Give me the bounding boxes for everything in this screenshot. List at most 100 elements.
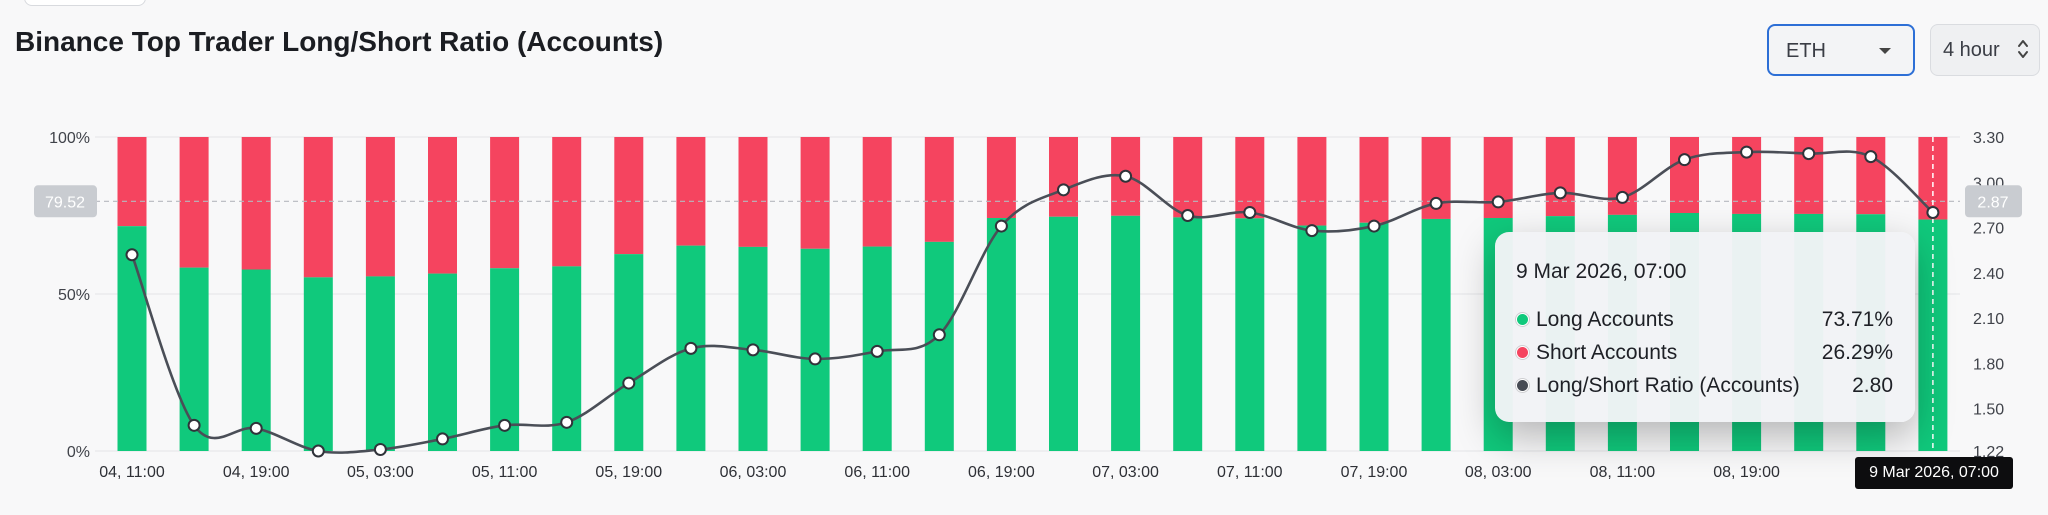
short-bar [1173, 137, 1203, 218]
crosshair-left-badge [34, 185, 97, 218]
ratio-point [1553, 186, 1567, 200]
x-tick-label: 08, 19:00 [1713, 464, 1780, 481]
short-bar [614, 137, 644, 255]
short-bar [428, 137, 457, 274]
tooltip-row-label: Long/Short Ratio (Accounts) [1536, 374, 1800, 397]
symbol-select[interactable]: ETH [1767, 24, 1915, 76]
short-bar [303, 137, 333, 278]
short-bar [117, 137, 147, 227]
long-bar [986, 218, 1016, 451]
ratio-point [808, 352, 822, 366]
x-tick-label: 07, 03:00 [1092, 464, 1159, 481]
tooltip-row-ratio: Long/Short Ratio (Accounts) 2.80 [1516, 374, 1893, 400]
ratio-point [1367, 219, 1381, 233]
short-bar [1049, 137, 1078, 217]
x-tick-label: 05, 03:00 [347, 464, 414, 481]
tooltip-title: 9 Mar 2026, 07:00 [1516, 260, 1687, 283]
x-tick-label: 05, 19:00 [595, 464, 662, 481]
caret-down-icon [1879, 48, 1891, 54]
y-right-tick-label: 2.70 [1973, 221, 2004, 238]
short-bar [924, 137, 954, 242]
ratio-point [1491, 195, 1505, 209]
long-legend-dot [1516, 313, 1529, 326]
x-tick-label: 08, 11:00 [1590, 464, 1656, 481]
short-legend-dot [1516, 346, 1529, 359]
ratio-point [311, 444, 325, 458]
x-tick-label: 04, 11:00 [99, 464, 165, 481]
long-bar [614, 254, 644, 451]
tooltip-row-label: Long Accounts [1536, 308, 1674, 331]
ratio-point [1864, 150, 1878, 164]
tooltip-row-long: Long Accounts 73.71% [1516, 308, 1893, 334]
interval-select[interactable]: 4 hour [1930, 24, 2040, 76]
long-bar [117, 226, 147, 451]
tooltip-row-value: 26.29% [1821, 341, 1893, 364]
long-bar [1235, 218, 1265, 451]
ratio-point [498, 418, 512, 432]
y-left-tick-label: 0% [67, 444, 90, 461]
short-bar [676, 137, 706, 246]
crosshair-left-value: 79.52 [45, 194, 85, 211]
ratio-point [1119, 169, 1133, 183]
short-bar [365, 137, 395, 277]
ratio-point [249, 421, 263, 435]
short-bar [986, 137, 1016, 219]
long-bar [365, 276, 395, 451]
ratio-point [1926, 205, 1940, 219]
x-tick-label: 07, 11:00 [1217, 464, 1283, 481]
long-bar [428, 273, 457, 451]
ratio-point [1678, 153, 1691, 167]
crosshair-right-badge [1965, 185, 2022, 218]
chart-tooltip: 9 Mar 2026, 07:00 Long Accounts 73.71% S… [1495, 232, 1915, 422]
short-bar [1359, 137, 1389, 223]
ratio-point [373, 442, 387, 456]
x-tick-label: 05, 11:00 [472, 464, 538, 481]
long-bar [1421, 218, 1451, 451]
x-tick-label: 06, 11:00 [844, 464, 910, 481]
crosshair-x-label: 9 Mar 2026, 07:00 [1855, 457, 2013, 489]
ratio-point [187, 418, 201, 432]
ratio-point [1181, 209, 1195, 222]
tooltip-row-short: Short Accounts 26.29% [1516, 341, 1893, 367]
y-right-tick-label: 2.10 [1973, 311, 2004, 328]
x-tick-label: 04, 19:00 [223, 464, 290, 481]
ratio-point [1243, 205, 1257, 219]
short-bar [1856, 137, 1886, 215]
ratio-point [746, 343, 760, 357]
long-bar [303, 277, 333, 451]
y-right-tick-label: 1.80 [1973, 356, 2004, 373]
long-bar [1297, 225, 1327, 451]
tooltip-row-value: 73.71% [1821, 308, 1893, 331]
y-right-tick-label: 3.30 [1973, 130, 2004, 147]
short-bar [738, 137, 768, 247]
long-bar [800, 248, 830, 451]
short-bar [862, 137, 892, 247]
x-tick-label: 08, 03:00 [1465, 464, 1532, 481]
ratio-point [1802, 147, 1816, 161]
y-right-tick-label: 1.22 [1973, 444, 2004, 461]
x-tick-label: 06, 19:00 [968, 464, 1035, 481]
ratio-point [932, 328, 946, 342]
long-bar [1173, 217, 1203, 451]
chevron-up-down-icon [2018, 40, 2028, 58]
ratio-point [622, 376, 636, 390]
y-right-tick-label: 1.50 [1973, 402, 2004, 419]
y-left-tick-label: 50% [58, 287, 90, 304]
short-bar [490, 137, 520, 269]
ratio-point [1305, 224, 1319, 238]
ratio-point [684, 341, 698, 355]
ratio-point [1740, 145, 1754, 159]
short-bar [800, 137, 830, 249]
long-bar [1111, 215, 1141, 451]
long-bar [1359, 222, 1389, 451]
chart-title: Binance Top Trader Long/Short Ratio (Acc… [15, 26, 664, 57]
y-left-tick-label: 100% [49, 130, 90, 147]
tooltip-row-label: Short Accounts [1536, 341, 1678, 364]
ratio-legend-dot [1516, 379, 1529, 392]
symbol-select-value: ETH [1786, 40, 1826, 62]
long-bar [1049, 216, 1078, 451]
short-bar [241, 137, 271, 270]
long-bar [924, 241, 954, 451]
long-bar [241, 269, 271, 451]
ratio-point [870, 344, 884, 358]
